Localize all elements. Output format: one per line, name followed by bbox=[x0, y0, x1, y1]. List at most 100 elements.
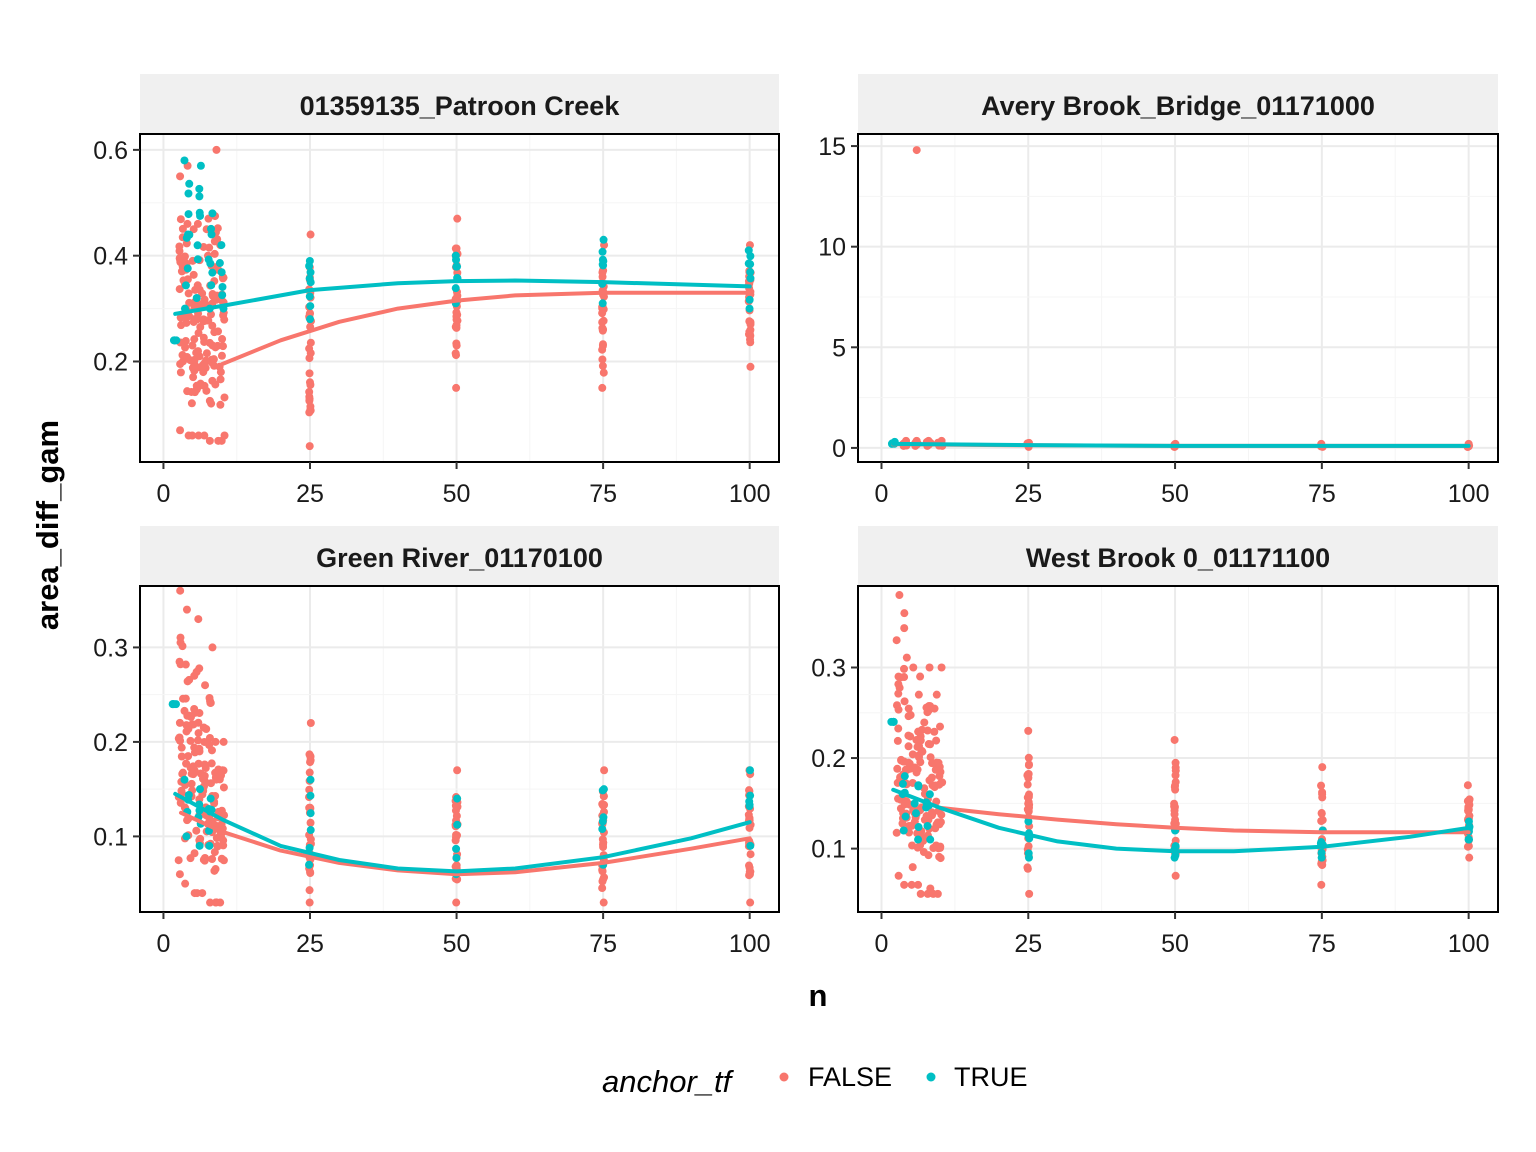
data-point-false bbox=[190, 335, 199, 344]
data-point-false bbox=[916, 736, 925, 745]
data-point-false bbox=[207, 759, 216, 768]
data-point-false bbox=[894, 724, 903, 733]
data-point-false bbox=[453, 214, 462, 223]
data-point-false bbox=[194, 615, 203, 624]
data-point-true bbox=[182, 233, 191, 242]
data-point-false bbox=[928, 809, 937, 818]
data-point-false bbox=[1024, 770, 1033, 779]
data-point-true bbox=[185, 179, 194, 188]
data-point-false bbox=[305, 378, 314, 387]
data-point-true bbox=[193, 241, 202, 250]
data-point-false bbox=[217, 351, 226, 360]
data-point-false bbox=[219, 342, 228, 351]
facet-strip-background bbox=[858, 74, 1498, 134]
data-point-false bbox=[935, 820, 944, 829]
data-point-false bbox=[177, 743, 186, 752]
data-point-true bbox=[1464, 817, 1473, 826]
data-point-true bbox=[180, 775, 189, 784]
data-point-false bbox=[893, 764, 902, 773]
data-point-false bbox=[216, 375, 225, 384]
data-point-false bbox=[1171, 771, 1180, 780]
data-point-false bbox=[900, 880, 909, 889]
data-point-false bbox=[744, 861, 753, 870]
data-point-false bbox=[306, 719, 315, 728]
data-point-false bbox=[306, 835, 315, 844]
data-point-true bbox=[910, 799, 919, 808]
facet-panel-4: West Brook 0_01171100 0 25 50 75 100 0.1 0.2 0.3 bbox=[811, 526, 1499, 958]
data-point-false bbox=[598, 877, 607, 886]
data-point-true bbox=[451, 251, 460, 260]
x-tick-label: 0 bbox=[156, 480, 170, 508]
data-point-false bbox=[183, 275, 192, 284]
data-point-false bbox=[1463, 781, 1472, 790]
y-tick-label: 0.4 bbox=[93, 243, 128, 271]
data-point-true bbox=[306, 809, 315, 818]
data-point-false bbox=[306, 349, 315, 358]
data-point-true bbox=[746, 268, 755, 277]
data-point-false bbox=[220, 431, 229, 440]
panel-border bbox=[857, 585, 1499, 913]
data-point-false bbox=[908, 750, 917, 759]
data-point-false bbox=[194, 759, 203, 768]
data-point-true bbox=[195, 192, 204, 201]
x-tick-label: 50 bbox=[443, 930, 471, 958]
x-tick-label: 100 bbox=[1448, 480, 1490, 508]
data-point-false bbox=[206, 698, 215, 707]
data-point-false bbox=[906, 711, 915, 720]
data-point-true bbox=[305, 860, 314, 869]
data-point-false bbox=[600, 766, 609, 775]
data-point-false bbox=[177, 752, 186, 761]
y-tick-label: 5 bbox=[832, 334, 846, 362]
x-tick-label: 75 bbox=[1308, 930, 1336, 958]
data-point-false bbox=[1318, 763, 1327, 772]
data-point-false bbox=[933, 889, 942, 898]
data-point-false bbox=[201, 681, 210, 690]
data-point-false bbox=[306, 868, 315, 877]
data-point-false bbox=[1024, 726, 1033, 735]
data-point-false bbox=[904, 731, 913, 740]
data-point-false bbox=[218, 335, 227, 344]
facet-strip-background bbox=[858, 526, 1498, 586]
data-point-true bbox=[599, 261, 608, 270]
data-point-false bbox=[305, 408, 314, 417]
data-point-false bbox=[920, 718, 929, 727]
facet-panel-1: 01359135_Patroon Creek 0 25 50 75 100 0.2 0.4 0.… bbox=[93, 74, 780, 508]
data-point-false bbox=[192, 667, 201, 676]
data-point-false bbox=[598, 341, 607, 350]
data-point-false bbox=[1023, 780, 1032, 789]
data-point-false bbox=[598, 326, 607, 335]
data-point-true bbox=[1464, 835, 1473, 844]
legend-key-true bbox=[926, 1072, 936, 1082]
data-point-false bbox=[923, 726, 932, 735]
facet-strip-background bbox=[140, 74, 779, 134]
panel-border bbox=[857, 133, 1499, 463]
x-tick-label: 0 bbox=[156, 930, 170, 958]
data-point-false bbox=[193, 736, 202, 745]
data-point-false bbox=[935, 852, 944, 861]
y-tick-label: 0.2 bbox=[811, 745, 846, 773]
facet-strip-label: Green River_01170100 bbox=[316, 543, 603, 573]
data-point-false bbox=[195, 709, 204, 718]
data-point-false bbox=[745, 327, 754, 336]
data-point-false bbox=[1024, 804, 1033, 813]
data-point-false bbox=[1024, 792, 1033, 801]
data-point-true bbox=[598, 817, 607, 826]
data-point-false bbox=[935, 780, 944, 789]
y-tick-label: 0.1 bbox=[93, 823, 128, 851]
data-point-true bbox=[192, 294, 201, 302]
data-point-false bbox=[1465, 853, 1474, 862]
data-point-true bbox=[599, 785, 608, 794]
smooth-line-false bbox=[938, 805, 1471, 835]
data-point-true bbox=[207, 281, 216, 290]
data-point-true bbox=[746, 274, 755, 283]
data-point-false bbox=[306, 338, 315, 347]
data-point-false bbox=[1317, 781, 1326, 790]
data-point-false bbox=[892, 828, 901, 837]
data-point-false bbox=[175, 870, 184, 879]
data-point-false-outlier bbox=[912, 146, 921, 155]
smooth-line-true bbox=[173, 278, 752, 316]
data-point-false bbox=[1024, 761, 1033, 770]
data-point-false bbox=[452, 898, 461, 907]
data-point-false bbox=[932, 736, 941, 745]
data-point-false bbox=[210, 249, 219, 258]
